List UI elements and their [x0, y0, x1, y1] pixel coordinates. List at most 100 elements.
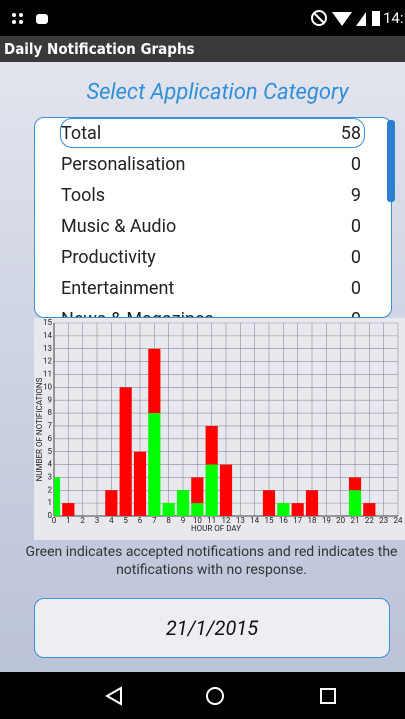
x-tick-label: 2: [80, 516, 85, 525]
item-count: 0: [350, 278, 361, 299]
item-count: 0: [351, 304, 361, 317]
x-tick-label: 20: [336, 516, 345, 525]
y-tick-label: 15: [43, 318, 52, 327]
list-item[interactable]: Personalisation 0: [61, 149, 361, 180]
item-label: Tools: [61, 185, 106, 206]
y-tick-label: 2: [48, 485, 53, 494]
x-tick-label: 15: [265, 516, 274, 525]
y-tick-label: 9: [48, 395, 53, 404]
x-tick-label: 23: [379, 516, 388, 525]
status-time: 14:10: [383, 9, 405, 27]
bar-segment: [348, 477, 362, 491]
bar-segment: [54, 477, 61, 516]
y-tick-label: 1: [48, 498, 53, 507]
x-tick-label: 1: [66, 516, 71, 525]
y-tick-label: 4: [48, 460, 53, 469]
x-tick-label: 24: [394, 516, 403, 525]
status-bar: 14:10: [0, 0, 405, 36]
x-tick-label: 17: [293, 516, 302, 525]
list-item[interactable]: News & Magazines 0: [61, 304, 361, 317]
heading: Select Application Category: [86, 80, 349, 105]
status-icons: 14:10: [12, 9, 405, 27]
x-tick-label: 14: [250, 516, 259, 525]
bar-segment: [62, 503, 75, 516]
bar-segment: [262, 490, 276, 516]
bar-segment: [148, 413, 161, 516]
y-tick-label: 13: [43, 344, 52, 353]
y-tick-label: 14: [43, 331, 52, 340]
item-label: Music & Audio: [61, 216, 177, 237]
x-tick-label: 7: [152, 516, 157, 525]
bar-segment: [176, 490, 190, 516]
item-label: Productivity: [61, 247, 156, 268]
x-tick-label: 10: [193, 516, 202, 525]
item-count: 9: [350, 185, 361, 206]
scrollbar: [387, 120, 395, 202]
bar-segment: [119, 387, 132, 516]
x-tick-label: 0: [52, 516, 57, 525]
x-tick-label: 18: [308, 516, 317, 525]
bar-segment: [348, 490, 362, 516]
y-tick-label: 6: [48, 434, 53, 443]
x-tick-label: 13: [236, 516, 245, 525]
bar-segment: [305, 490, 319, 516]
y-tick-label: 12: [43, 357, 52, 366]
x-tick-label: 16: [279, 516, 288, 525]
bar-segment: [291, 503, 304, 516]
bar-segment: [162, 503, 175, 516]
nav-icons: [104, 686, 336, 706]
list-item[interactable]: Music & Audio 0: [61, 211, 361, 242]
selected-outline: [60, 118, 365, 148]
category-list: Total 58 Personalisation 0 Tools 9 Music & Aud…: [34, 117, 392, 318]
x-axis-label: HOUR OF DAY: [191, 524, 241, 533]
date-button[interactable]: 21/1/2015: [34, 598, 390, 658]
item-label: News & Magazines: [61, 309, 214, 317]
y-tick-label: 5: [48, 447, 53, 456]
bar-segment: [148, 348, 161, 414]
y-axis-label: NUMBER OF NOTIFICATIONS: [35, 377, 44, 481]
item-label: Personalisation: [61, 154, 186, 175]
app-title: Daily Notification Graphs: [0, 36, 405, 62]
x-tick-label: 4: [109, 516, 114, 525]
list-item[interactable]: Tools 9: [61, 180, 361, 211]
bar-segment: [105, 490, 118, 516]
x-tick-label: 6: [138, 516, 143, 525]
list-item[interactable]: Productivity 0: [61, 242, 361, 273]
y-tick-label: 7: [48, 421, 53, 430]
bar-segment: [277, 503, 290, 516]
item-count: 0: [350, 216, 361, 237]
home-button[interactable]: [206, 687, 224, 705]
list-item[interactable]: Entertainment 0: [61, 273, 361, 304]
item-count: 0: [350, 247, 361, 268]
y-tick-label: 8: [48, 408, 53, 417]
bar-segment: [363, 503, 376, 516]
x-tick-label: 5: [123, 516, 128, 525]
x-tick-label: 21: [351, 516, 360, 525]
bar-segment: [205, 425, 218, 465]
x-tick-label: 3: [95, 516, 100, 525]
y-tick-label: 11: [43, 370, 52, 379]
x-tick-label: 22: [365, 516, 374, 525]
x-tick-label: 11: [207, 516, 216, 525]
x-tick-label: 8: [166, 516, 171, 525]
item-label: Entertainment: [61, 278, 175, 299]
recents-button[interactable]: [320, 688, 336, 704]
caption: Green indicates accepted notifications a…: [25, 544, 398, 578]
bar-segment: [191, 503, 204, 516]
y-tick-label: 3: [48, 473, 53, 482]
nav-bar: [0, 672, 405, 719]
y-tick-label: 10: [43, 382, 52, 391]
bar-segment: [205, 464, 218, 516]
back-button[interactable]: [104, 686, 122, 706]
x-tick-label: 12: [222, 516, 231, 525]
bar-segment: [219, 464, 233, 516]
x-tick-label: 19: [322, 516, 331, 525]
y-tick-label: 0: [48, 511, 53, 520]
item-count: 0: [350, 154, 361, 175]
bar-segment: [133, 451, 147, 516]
x-tick-label: 9: [181, 516, 186, 525]
bar-segment: [191, 477, 204, 504]
bars: [54, 348, 376, 516]
